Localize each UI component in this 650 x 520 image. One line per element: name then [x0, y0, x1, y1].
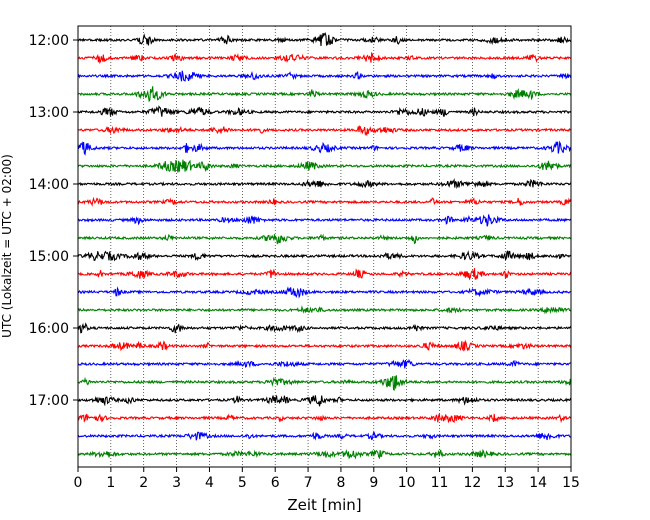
trace-line — [77, 140, 572, 156]
trace-line — [77, 51, 572, 65]
x-axis-label: Zeit [min] — [287, 496, 361, 514]
x-tick-label: 4 — [205, 475, 214, 491]
x-tick-label: 0 — [74, 475, 83, 491]
y-axis: 12:00 13:00 14:00 15:00 16:00 17:00 — [29, 33, 78, 409]
trace-line — [77, 214, 572, 227]
trace-line — [77, 286, 572, 299]
y-axis-label: UTC (Lokalzeit = UTC + 02:00) — [0, 154, 14, 338]
y-tick-label: 16:00 — [29, 321, 69, 337]
x-tick-label: 15 — [562, 475, 580, 491]
x-tick-label: 10 — [398, 475, 416, 491]
x-tick-label: 2 — [139, 475, 148, 491]
trace-line — [77, 305, 572, 315]
x-tick-label: 12 — [463, 475, 481, 491]
x-axis: 0 1 2 3 4 5 6 7 8 9 10 11 12 13 14 15 — [74, 467, 580, 491]
trace-line — [77, 196, 572, 207]
trace-line — [77, 375, 572, 391]
x-tick-label: 11 — [431, 475, 449, 491]
trace-line — [77, 70, 572, 82]
plot-frame — [77, 25, 572, 468]
trace-line — [77, 177, 572, 190]
trace-line — [77, 250, 572, 262]
trace-line — [77, 358, 572, 369]
trace-line — [77, 233, 572, 245]
x-tick-label: 8 — [336, 475, 345, 491]
trace-line — [77, 125, 572, 137]
x-tick-label: 7 — [304, 475, 313, 491]
trace-line — [77, 413, 572, 424]
x-tick-label: 3 — [172, 475, 181, 491]
trace-line — [77, 268, 572, 281]
trace-line — [77, 159, 572, 173]
trace-line — [77, 430, 572, 441]
trace-line — [77, 394, 572, 407]
y-tick-label: 12:00 — [29, 33, 69, 49]
y-tick-label: 14:00 — [29, 177, 69, 193]
y-tick-label: 13:00 — [29, 105, 69, 121]
x-tick-label: 13 — [496, 475, 514, 491]
trace-line — [77, 105, 572, 117]
trace-line — [77, 322, 572, 334]
y-tick-label: 15:00 — [29, 249, 69, 265]
x-tick-label: 9 — [369, 475, 378, 491]
trace-line — [77, 339, 572, 352]
x-tick-label: 6 — [271, 475, 280, 491]
trace-group — [77, 32, 572, 460]
y-tick-label: 17:00 — [29, 393, 69, 409]
x-tick-label: 5 — [238, 475, 247, 491]
trace-line — [77, 448, 572, 460]
x-tick-label: 14 — [529, 475, 547, 491]
trace-line — [77, 86, 572, 103]
trace-line — [77, 32, 572, 47]
x-tick-label: 1 — [106, 475, 115, 491]
